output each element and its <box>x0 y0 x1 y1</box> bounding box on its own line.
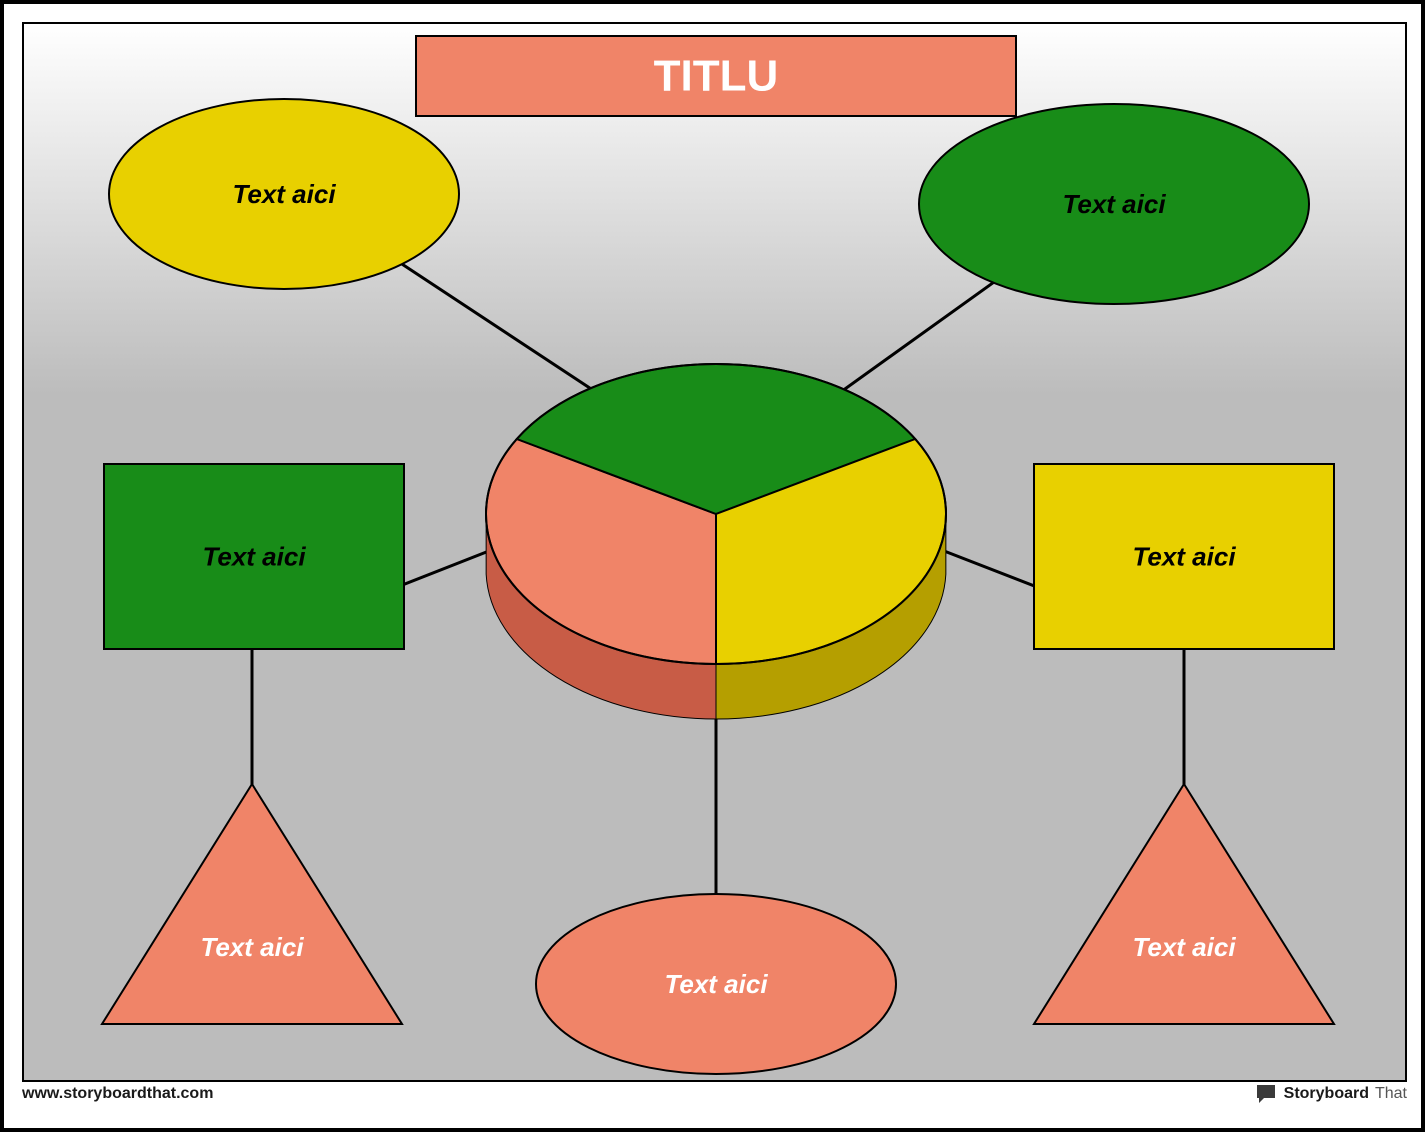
diagram-canvas: TITLU Text aici Text aici Text aici Text aic… <box>22 22 1407 1082</box>
rect-left-label: Text aici <box>202 542 306 572</box>
ellipse-top-right: Text aici <box>919 104 1309 304</box>
page-frame: TITLU Text aici Text aici Text aici Text aic… <box>0 0 1425 1132</box>
footer-brand: Storyboard That <box>1254 1082 1407 1106</box>
rect-left: Text aici <box>104 464 404 649</box>
ellipse-top-right-label: Text aici <box>1062 189 1166 219</box>
ellipse-bottom: Text aici <box>536 894 896 1074</box>
footer: www.storyboardthat.com Storyboard That <box>22 1078 1407 1110</box>
tri-left-label: Text aici <box>200 932 304 962</box>
footer-url: www.storyboardthat.com <box>22 1085 213 1103</box>
tri-right-label: Text aici <box>1132 932 1236 962</box>
title-text: TITLU <box>654 52 779 101</box>
ellipse-top-left: Text aici <box>109 99 459 289</box>
brand-light: That <box>1375 1085 1407 1103</box>
speech-bubble-icon <box>1254 1082 1278 1106</box>
rect-right: Text aici <box>1034 464 1334 649</box>
ellipse-top-left-label: Text aici <box>232 179 336 209</box>
diagram-svg: TITLU Text aici Text aici Text aici Text aic… <box>24 24 1407 1082</box>
brand-bold: Storyboard <box>1284 1085 1369 1103</box>
rect-right-label: Text aici <box>1132 542 1236 572</box>
ellipse-bottom-label: Text aici <box>664 969 768 999</box>
pie-chart <box>486 364 946 719</box>
